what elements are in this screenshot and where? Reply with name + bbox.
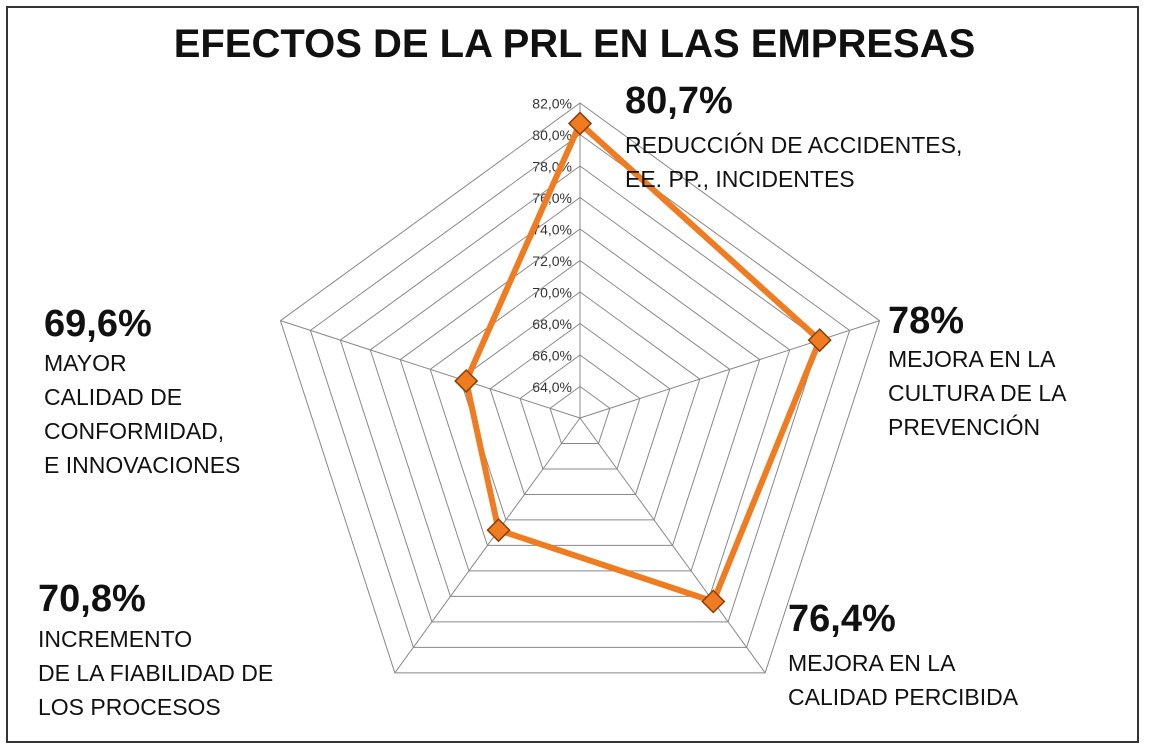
grid-ring bbox=[459, 291, 701, 521]
r-tick-label: 66,0% bbox=[532, 348, 572, 364]
category-label: MAYOR CALIDAD DE CONFORMIDAD, E INNOVACI… bbox=[44, 350, 241, 478]
marker bbox=[807, 328, 832, 353]
r-tick-label: 64,0% bbox=[532, 379, 572, 395]
r-tick-label: 68,0% bbox=[532, 316, 572, 332]
spoke bbox=[579, 417, 766, 674]
series-line bbox=[463, 120, 823, 605]
r-tick-label: 72,0% bbox=[532, 253, 572, 269]
frame bbox=[6, 6, 1139, 743]
grid-ring bbox=[519, 354, 641, 470]
marker bbox=[454, 368, 479, 394]
category-label: MEJORA EN LA CALIDAD PERCIBIDA bbox=[788, 650, 1019, 710]
value-label: 70,8% bbox=[38, 578, 146, 620]
r-tick-label: 80,0% bbox=[532, 127, 572, 143]
grid-ring bbox=[339, 165, 821, 623]
grid-ring bbox=[369, 196, 791, 597]
marker bbox=[567, 111, 593, 136]
r-tick-label: 82,0% bbox=[532, 96, 572, 112]
value-label: 69,6% bbox=[44, 303, 152, 345]
value-label: 80,7% bbox=[625, 80, 733, 122]
chart-title: EFECTOS DE LA PRL EN LAS EMPRESAS bbox=[173, 22, 976, 66]
marker bbox=[486, 518, 511, 543]
grid-ring bbox=[309, 133, 851, 648]
value-label: 76,4% bbox=[788, 598, 896, 640]
category-label: MEJORA EN LA CULTURA DE LA PREVENCIÓN bbox=[888, 346, 1067, 440]
grid-ring bbox=[279, 102, 881, 674]
spoke bbox=[579, 320, 880, 419]
grid-ring bbox=[489, 322, 671, 495]
spoke bbox=[280, 320, 581, 419]
r-tick-label: 70,0% bbox=[532, 285, 572, 301]
grid-ring bbox=[399, 228, 761, 572]
spoke bbox=[394, 417, 581, 674]
category-label: REDUCCIÓN DE ACCIDENTES, EE. PP., INCIDE… bbox=[625, 132, 963, 192]
grid-ring bbox=[429, 259, 731, 546]
category-label: INCREMENTO DE LA FIABILIDAD DE LOS PROCE… bbox=[38, 626, 274, 720]
value-label: 78% bbox=[888, 300, 965, 342]
r-tick-label: 74,0% bbox=[532, 222, 572, 238]
grid-ring bbox=[549, 385, 611, 444]
marker bbox=[701, 589, 726, 614]
